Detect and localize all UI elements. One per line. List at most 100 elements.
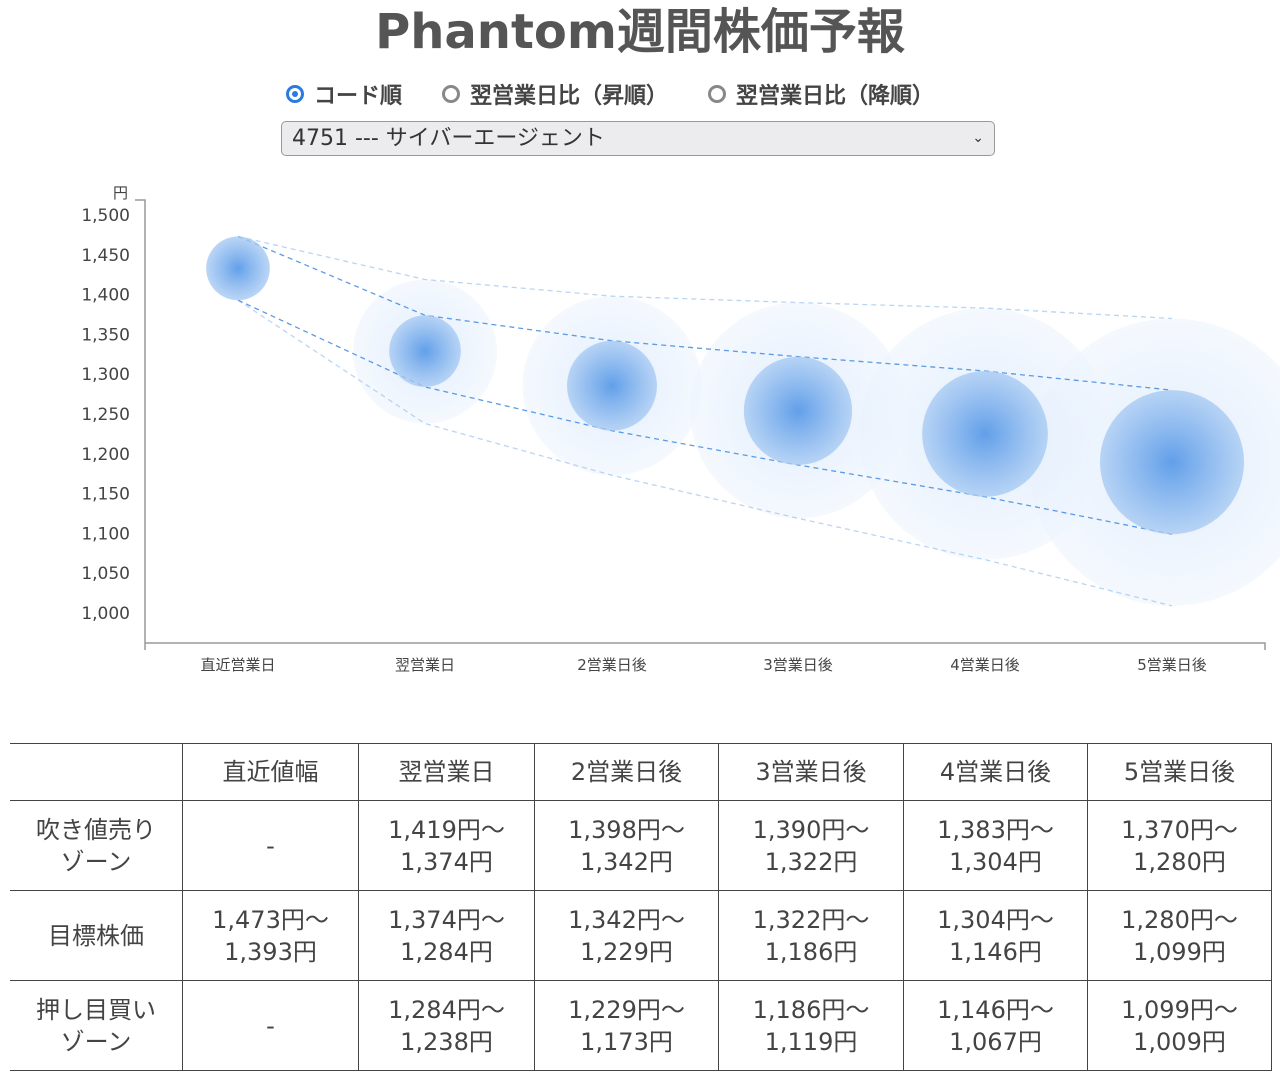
target-bubble: [1099, 390, 1245, 535]
x-tick-label: 5営業日後: [1137, 656, 1207, 674]
cell-line: 1,370円〜: [1121, 815, 1238, 844]
cell-line: 1,322円: [764, 847, 858, 876]
row-label: 押し目買い ゾーン: [10, 980, 183, 1071]
column-header: 5営業日後: [1087, 743, 1272, 801]
x-tick-label: 直近営業日: [200, 656, 275, 674]
y-tick-label: 1,400: [81, 286, 130, 306]
cell-line: 1,284円〜: [388, 995, 505, 1024]
y-tick-label: 1,250: [81, 405, 130, 425]
x-tick-label: 3営業日後: [763, 656, 833, 674]
table-cell: 1,374円〜 1,284円: [358, 890, 535, 981]
cell-line: 1,099円: [1133, 937, 1226, 966]
cell-line: 1,322円〜: [752, 905, 870, 934]
table-cell: 1,186円〜 1,119円: [718, 980, 904, 1071]
column-header: [10, 743, 183, 801]
cell-line: 1,229円〜: [568, 995, 685, 1024]
radio-asc[interactable]: 翌営業日比（昇順）: [442, 78, 668, 110]
cell-line: 1,009円: [1133, 1027, 1226, 1056]
table-cell: 1,370円〜 1,280円: [1087, 800, 1272, 891]
cell-line: 1,280円: [1133, 847, 1226, 876]
radio-indicator[interactable]: [708, 85, 727, 103]
forecast-chart: 円 1,000 1,050 1,100 1,150 1,200 1,250 1,300 1,35…: [81, 184, 1280, 674]
table-cell: 1,419円〜 1,374円: [358, 800, 535, 891]
radio-indicator[interactable]: [442, 85, 461, 103]
table-cell: 1,398円〜 1,342円: [534, 800, 719, 891]
row-label: 吹き値売り ゾーン: [10, 800, 183, 891]
forecast-table: 直近値幅 翌営業日 2営業日後 3営業日後 4営業日後 5営業日後 吹き値売り ゾーン - 1,4…: [10, 743, 1272, 1071]
y-tick-label: 1,050: [81, 564, 130, 584]
table-cell: 1,383円〜 1,304円: [903, 800, 1088, 891]
sort-radio-group: コード順 翌営業日比（昇順） 翌営業日比（降順）: [286, 78, 934, 110]
cell-line: 1,304円: [949, 847, 1042, 876]
radio-indicator[interactable]: [286, 85, 304, 103]
cell-line: 1,374円〜: [388, 905, 505, 934]
cell-line: 1,304円〜: [937, 905, 1054, 934]
radio-code-order[interactable]: コード順: [286, 78, 402, 110]
table-cell: 1,304円〜 1,146円: [903, 890, 1088, 981]
cell-line: 1,146円〜: [937, 995, 1054, 1024]
cell-line: 1,393円: [224, 937, 317, 966]
select-value: 4751 --- サイバーエージェント: [292, 126, 605, 151]
table-row: 目標株価 1,473円〜 1,393円 1,374円〜 1,284円 1,342円〜 1,2…: [10, 890, 1272, 981]
cell-line: 1,284円: [400, 937, 493, 966]
table-cell: 1,280円〜 1,099円: [1087, 890, 1272, 981]
target-lower-line: [237, 299, 1173, 535]
cell-line: 1,238円: [400, 1027, 493, 1056]
y-axis-unit: 円: [113, 184, 128, 202]
row-label-line: 吹き値売り: [36, 815, 156, 844]
table-cell: -: [182, 980, 359, 1071]
table-cell: 1,390円〜 1,322円: [718, 800, 904, 891]
table-cell: 1,146円〜 1,067円: [903, 980, 1088, 1071]
target-bubble: [922, 371, 1048, 497]
column-header: 翌営業日: [358, 743, 535, 801]
stock-select[interactable]: 4751 --- サイバーエージェント ⌄: [281, 121, 995, 156]
cell-line: 1,173円: [580, 1027, 673, 1056]
cell-line: 1,067円: [949, 1027, 1042, 1056]
target-bubble: [743, 356, 853, 465]
cell-line: 1,280円〜: [1121, 905, 1238, 934]
x-tick-label: 2営業日後: [577, 656, 647, 674]
table-header-row: 直近値幅 翌営業日 2営業日後 3営業日後 4営業日後 5営業日後: [10, 743, 1272, 801]
cell-line: 1,342円: [580, 847, 673, 876]
target-bubble: [567, 340, 657, 431]
table-cell: 1,099円〜 1,009円: [1087, 980, 1272, 1071]
y-tick-label: 1,000: [81, 604, 130, 624]
table-cell: 1,322円〜 1,186円: [718, 890, 904, 981]
chart-axes: [135, 199, 1266, 650]
target-bubble: [206, 236, 270, 301]
cell-line: 1,390円〜: [752, 815, 870, 844]
page-title: Phantom週間株価予報: [375, 4, 905, 60]
radio-desc[interactable]: 翌営業日比（降順）: [708, 78, 934, 110]
cell-line: 1,119円: [764, 1027, 858, 1056]
row-label-line: ゾーン: [60, 847, 132, 876]
y-tick-label: 1,350: [81, 325, 130, 345]
cell-line: 1,383円〜: [937, 815, 1054, 844]
cell-line: 1,229円: [580, 937, 673, 966]
table-row: 押し目買い ゾーン - 1,284円〜 1,238円 1,229円〜 1,173円 1,186…: [10, 980, 1272, 1071]
sell-zone-upper-line: [237, 235, 1173, 320]
radio-label: 翌営業日比（降順）: [736, 84, 935, 109]
cell-line: 1,146円: [949, 937, 1042, 966]
table-cell: 1,473円〜 1,393円: [182, 890, 359, 981]
table-cell: 1,342円〜 1,229円: [534, 890, 719, 981]
row-label-line: 押し目買い: [36, 995, 156, 1024]
row-label-line: 目標株価: [48, 921, 144, 950]
x-tick-label: 4営業日後: [950, 656, 1020, 674]
y-tick-label: 1,500: [81, 206, 130, 226]
cell-line: 1,374円: [400, 847, 493, 876]
y-tick-label: 1,150: [81, 485, 130, 505]
cell-line: 1,398円〜: [568, 815, 685, 844]
table-cell: -: [182, 800, 359, 891]
column-header: 4営業日後: [903, 743, 1088, 801]
cell-line: 1,186円: [764, 937, 858, 966]
table-cell: 1,284円〜 1,238円: [358, 980, 535, 1071]
column-header: 直近値幅: [182, 743, 359, 801]
row-label: 目標株価: [10, 890, 183, 981]
y-tick-label: 1,300: [81, 365, 130, 385]
column-header: 2営業日後: [534, 743, 719, 801]
cell-line: 1,186円〜: [752, 995, 870, 1024]
radio-label: 翌営業日比（昇順）: [470, 84, 669, 109]
cell-line: -: [266, 1011, 275, 1040]
cell-line: 1,419円〜: [388, 815, 505, 844]
cell-line: 1,342円〜: [568, 905, 685, 934]
